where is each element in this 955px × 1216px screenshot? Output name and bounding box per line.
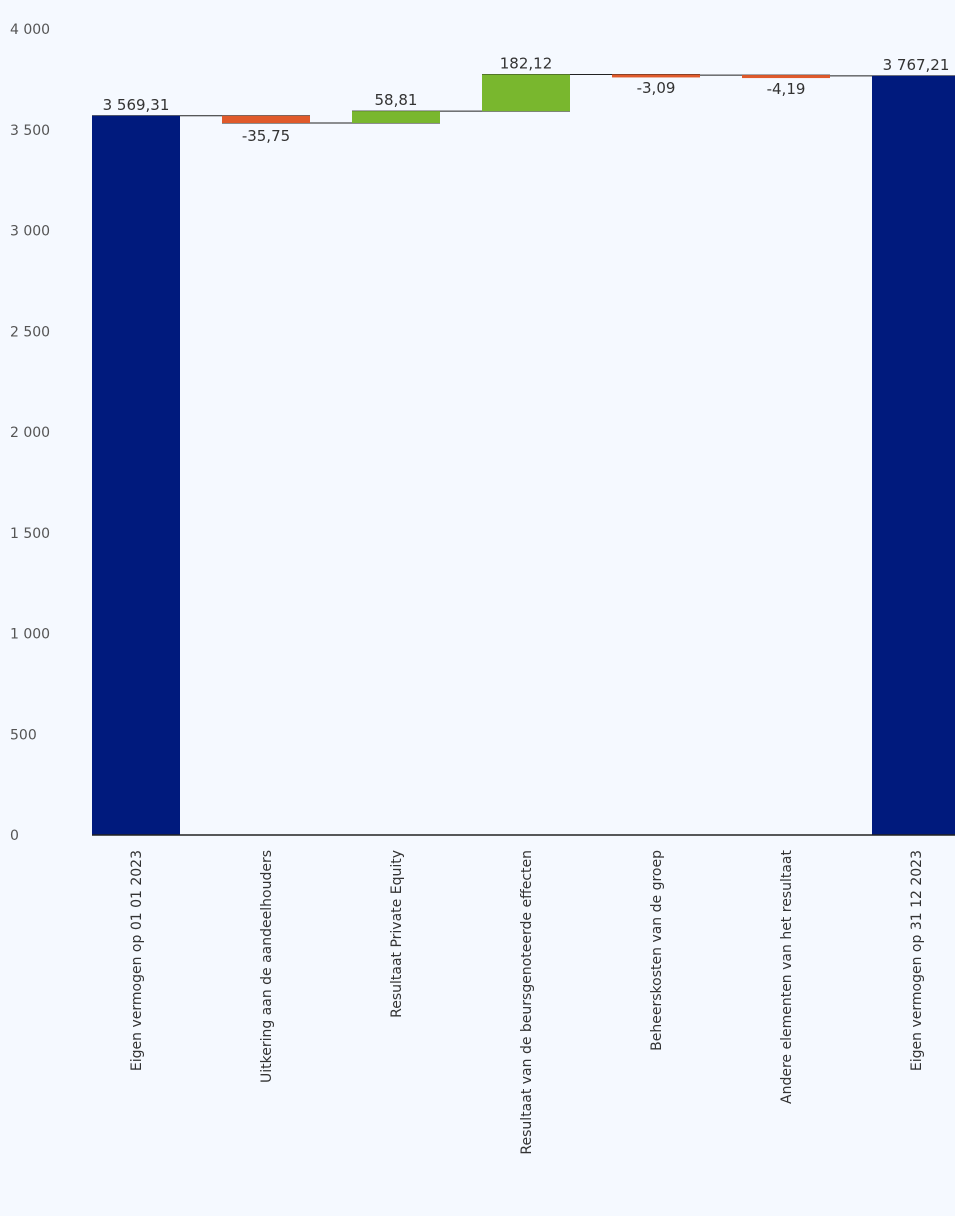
bar-total: [872, 75, 955, 836]
bar-increase: [482, 74, 570, 112]
category-label: Andere elementen van het resultaat: [779, 849, 795, 1104]
category-label: Uitkering aan de aandeelhouders: [259, 850, 275, 1083]
data-label: -3,09: [637, 79, 676, 97]
y-tick-label: 3 000: [10, 224, 50, 240]
data-label: -35,75: [242, 127, 290, 145]
data-label: 3 569,31: [103, 96, 170, 114]
y-tick-label: 4 000: [10, 22, 50, 38]
bar-decrease: [612, 74, 700, 78]
category-label: Beheerskosten van de groep: [649, 850, 665, 1051]
category-label: Eigen vermogen op 31 12 2023: [909, 850, 925, 1071]
y-tick-label: 0: [10, 828, 19, 844]
y-tick-label: 1 000: [10, 627, 50, 643]
data-label: 58,81: [375, 91, 418, 109]
bar-decrease: [222, 115, 310, 123]
data-label: 182,12: [500, 54, 553, 72]
bar-increase: [352, 111, 440, 123]
y-tick-label: 1 500: [10, 526, 50, 542]
data-label: -4,19: [767, 80, 806, 98]
bar-total: [92, 115, 180, 835]
category-label: Eigen vermogen op 01 01 2023: [129, 850, 145, 1071]
y-tick-label: 3 500: [10, 123, 50, 139]
y-tick-label: 2 000: [10, 425, 50, 441]
data-label: 3 767,21: [883, 56, 950, 74]
bar-decrease: [742, 75, 830, 79]
y-tick-label: 2 500: [10, 324, 50, 340]
category-label: Resultaat van de beursgenoteerde effecte…: [519, 850, 535, 1155]
category-label: Resultaat Private Equity: [389, 850, 405, 1018]
y-tick-label: 500: [10, 727, 37, 743]
